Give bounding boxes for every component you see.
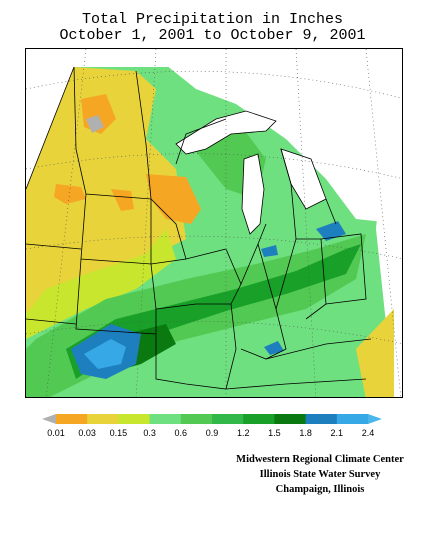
credit-line-1: Midwestern Regional Climate Center [236, 454, 404, 465]
legend-swatch [87, 414, 119, 424]
precip-region-yellow-green [26, 229, 176, 339]
legend-swatch [56, 414, 88, 424]
precip-region-dark-green [66, 244, 361, 379]
credit-line-3: Champaign, Illinois [275, 484, 365, 495]
legend-label: 0.9 [206, 428, 219, 438]
legend-swatch [212, 414, 244, 424]
legend-label: 0.03 [78, 428, 96, 438]
no-data-region-ne [146, 49, 402, 224]
legend-label: 2.1 [331, 428, 344, 438]
credits: Midwestern Regional Climate Center Illin… [220, 452, 420, 497]
title-line-2: October 1, 2001 to October 9, 2001 [59, 27, 366, 44]
legend-swatch [149, 414, 182, 424]
legend-swatch [243, 414, 275, 424]
precip-region-dry-east [356, 309, 394, 397]
legend-bar: 0.01 0.03 0.15 0.3 0.6 0.9 1.2 1.5 1.8 2.1 2.4 [42, 414, 382, 438]
precip-region-orange-sd [54, 184, 86, 204]
legend: 0.01 0.03 0.15 0.3 0.6 0.9 1.2 1.5 1.8 2.1 2.4 [20, 410, 410, 446]
lake-superior [175, 110, 277, 155]
precip-region-orange-ne [111, 189, 134, 211]
legend-arrow-high [368, 414, 382, 424]
legend-label: 0.15 [110, 428, 128, 438]
precip-region-gray [86, 115, 104, 133]
state-borders [26, 66, 372, 390]
legend-swatch [274, 414, 307, 424]
map-title: Total Precipitation in Inches October 1,… [0, 12, 425, 44]
legend-arrow-low [42, 414, 56, 424]
no-data-region-nw [26, 49, 146, 189]
legend-label: 0.01 [47, 428, 65, 438]
precipitation-map [25, 48, 403, 398]
legend-label: 2.4 [362, 428, 375, 438]
credit-line-2: Illinois State Water Survey [259, 469, 381, 480]
precip-region-blue-mi [316, 221, 346, 241]
precip-region-blue-ky [264, 341, 284, 355]
legend-swatch [118, 414, 151, 424]
title-line-1: Total Precipitation in Inches [81, 11, 344, 28]
legend-label: 1.8 [299, 428, 312, 438]
precip-region-orange-mn [146, 174, 201, 224]
legend-label: 0.3 [143, 428, 156, 438]
legend-label: 1.5 [268, 428, 281, 438]
legend-swatch [305, 414, 338, 424]
lake-michigan [241, 153, 265, 235]
legend-label: 1.2 [237, 428, 250, 438]
legend-swatch [180, 414, 213, 424]
precip-region-blue-il [261, 245, 278, 257]
map-canvas [26, 49, 402, 397]
legend-swatch [336, 414, 369, 424]
precip-region-lightblue-ks [84, 339, 126, 369]
graticule [26, 49, 402, 397]
legend-label: 0.6 [175, 428, 188, 438]
